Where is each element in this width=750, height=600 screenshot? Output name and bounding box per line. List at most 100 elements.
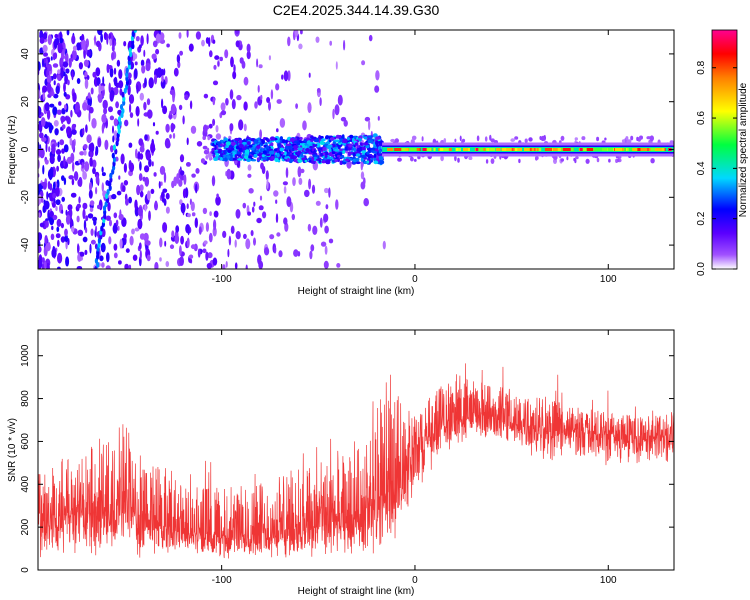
signal-blob bbox=[265, 153, 271, 157]
noise-blob bbox=[264, 247, 270, 256]
signal-peak bbox=[394, 148, 403, 151]
noise-blob bbox=[108, 236, 112, 245]
noise-blob bbox=[187, 225, 190, 236]
signal-peak bbox=[463, 148, 468, 151]
noise-blob bbox=[100, 242, 106, 253]
noise-blob bbox=[368, 119, 371, 131]
noise-blob bbox=[85, 124, 88, 133]
noise-blob bbox=[54, 128, 59, 136]
noise-blob bbox=[46, 74, 52, 84]
noise-blob bbox=[265, 170, 269, 181]
noise-blob bbox=[195, 168, 200, 174]
noise-blob bbox=[250, 230, 254, 237]
noise-blob bbox=[88, 189, 93, 199]
halo-blob bbox=[468, 156, 473, 160]
noise-blob bbox=[49, 155, 55, 165]
noise-blob bbox=[159, 237, 163, 248]
noise-blob bbox=[150, 142, 156, 154]
signal-peak bbox=[544, 148, 552, 151]
noise-blob bbox=[72, 45, 78, 52]
noise-blob bbox=[159, 257, 162, 262]
noise-blob bbox=[70, 109, 73, 118]
noise-blob bbox=[160, 68, 164, 77]
noise-blob bbox=[46, 262, 50, 269]
noise-blob bbox=[235, 231, 241, 240]
track-blob bbox=[112, 144, 116, 151]
signal-peak bbox=[625, 148, 628, 151]
noise-blob bbox=[161, 98, 164, 109]
track-blob bbox=[131, 31, 135, 38]
noise-blob bbox=[102, 99, 108, 110]
noise-blob bbox=[115, 101, 119, 109]
noise-blob bbox=[172, 93, 175, 103]
signal-peak bbox=[579, 148, 584, 151]
noise-blob bbox=[205, 251, 209, 261]
noise-blob bbox=[86, 134, 92, 144]
signal-blob bbox=[351, 137, 355, 143]
noise-blob bbox=[238, 119, 244, 131]
signal-blob bbox=[255, 151, 260, 154]
halo-blob bbox=[485, 159, 489, 164]
signal-peak bbox=[654, 148, 662, 151]
noise-blob bbox=[215, 133, 222, 140]
halo-blob bbox=[604, 137, 607, 141]
noise-blob bbox=[209, 211, 212, 217]
signal-blob bbox=[257, 153, 263, 157]
halo-blob bbox=[394, 138, 399, 144]
signal-blob bbox=[235, 145, 240, 150]
signal-blob bbox=[364, 142, 369, 146]
noise-blob bbox=[144, 165, 150, 173]
track-blob bbox=[128, 47, 132, 54]
noise-blob bbox=[113, 118, 118, 127]
noise-blob bbox=[222, 264, 226, 269]
noise-blob bbox=[57, 42, 63, 54]
signal-blob bbox=[276, 152, 280, 158]
noise-blob bbox=[58, 101, 62, 106]
noise-blob bbox=[243, 123, 247, 132]
noise-blob bbox=[260, 94, 263, 101]
signal-peak bbox=[601, 148, 608, 151]
noise-blob bbox=[55, 233, 61, 239]
signal-blob bbox=[211, 139, 215, 142]
noise-blob bbox=[146, 98, 151, 106]
halo-blob bbox=[650, 158, 655, 164]
halo-blob bbox=[454, 138, 457, 143]
noise-blob bbox=[101, 113, 107, 124]
noise-blob bbox=[209, 50, 213, 58]
noise-blob bbox=[377, 116, 380, 121]
signal-peak bbox=[512, 148, 515, 151]
noise-blob bbox=[60, 236, 66, 243]
noise-blob bbox=[269, 234, 275, 240]
noise-blob bbox=[253, 201, 256, 207]
noise-blob bbox=[89, 243, 92, 254]
noise-blob bbox=[113, 252, 118, 259]
noise-blob bbox=[220, 110, 227, 116]
noise-blob bbox=[283, 217, 288, 225]
halo-blob bbox=[518, 158, 521, 164]
signal-blob bbox=[285, 143, 291, 147]
noise-blob bbox=[245, 238, 251, 250]
noise-blob bbox=[83, 49, 86, 59]
noise-blob bbox=[38, 199, 41, 205]
noise-blob bbox=[153, 172, 157, 177]
noise-blob bbox=[137, 151, 141, 160]
noise-blob bbox=[79, 251, 85, 257]
noise-blob bbox=[183, 174, 187, 186]
noise-blob bbox=[324, 245, 328, 255]
noise-blob bbox=[165, 140, 171, 149]
halo-blob bbox=[636, 136, 639, 142]
signal-blob bbox=[349, 134, 354, 139]
noise-blob bbox=[329, 40, 333, 46]
noise-blob bbox=[72, 92, 77, 103]
noise-blob bbox=[375, 70, 380, 81]
signal-blob bbox=[220, 157, 223, 161]
noise-blob bbox=[63, 104, 67, 111]
noise-blob bbox=[231, 99, 236, 110]
noise-blob bbox=[176, 54, 181, 64]
halo-blob bbox=[484, 136, 488, 142]
signal-blob bbox=[279, 136, 283, 141]
noise-blob bbox=[82, 202, 88, 210]
halo-blob bbox=[345, 150, 349, 154]
noise-blob bbox=[382, 240, 386, 250]
noise-blob bbox=[93, 218, 97, 226]
